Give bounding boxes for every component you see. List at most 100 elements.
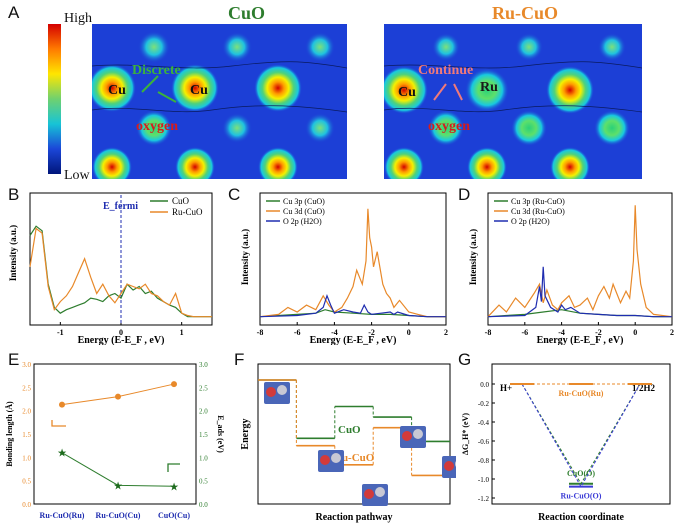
series-line-cu-3d-ru-cuo- bbox=[487, 205, 673, 318]
chart-d: Intensity (a.u.) Energy (E-E_F , eV) -8 -… bbox=[468, 192, 674, 345]
chart-c-ylabel: Intensity (a.u.) bbox=[240, 229, 250, 285]
series-line-eads bbox=[61, 452, 175, 487]
legend-b-cuo-label: CuO bbox=[172, 196, 190, 206]
panel-a-right-title: Ru-CuO bbox=[492, 3, 559, 23]
contour-line bbox=[384, 61, 642, 69]
chart-f-xlabel: Reaction pathway bbox=[316, 512, 393, 523]
chart-f-cuo-label: CuO bbox=[338, 424, 361, 436]
x-tick-label: -8 bbox=[485, 328, 492, 337]
data-point-bonding-length bbox=[115, 393, 121, 400]
y-tick-label: -0.2 bbox=[478, 400, 490, 408]
colorbar bbox=[48, 24, 61, 174]
legend-b-rucuo-label: Ru-CuO bbox=[172, 207, 203, 217]
x-tick-label: 1 bbox=[180, 328, 184, 337]
density-peak bbox=[465, 68, 509, 112]
y-tick-label-left: 1.5 bbox=[22, 431, 31, 439]
density-peak bbox=[254, 64, 302, 112]
y-tick-label-right: 2.0 bbox=[199, 408, 208, 416]
series-line-ru-cuo bbox=[29, 227, 212, 318]
chart-f-frame bbox=[257, 363, 451, 505]
axis-indicator-right bbox=[167, 463, 180, 472]
panel-label-e: E bbox=[8, 350, 20, 369]
chart-b: Intensity (a.u.) Energy (E-E_F , eV) E_f… bbox=[8, 192, 213, 345]
contour-line bbox=[384, 105, 642, 113]
path-cuo-o- bbox=[521, 383, 641, 485]
chart-g-xlabel: Reaction coordinate bbox=[538, 512, 624, 523]
y-tick-label: -1.2 bbox=[478, 495, 490, 503]
series-line-o-2p-h2o- bbox=[487, 266, 672, 318]
density-peak bbox=[384, 147, 424, 179]
x-tick-label: -8 bbox=[257, 328, 264, 337]
chart-c: Intensity (a.u.) Energy (E-E_F , eV) -8 -… bbox=[240, 192, 448, 345]
chart-g: ΔG_H* (eV) Reaction coordinate H+ 1/2H2 … bbox=[461, 363, 671, 523]
charge-density-map-cuo-svg bbox=[92, 31, 347, 179]
density-peak bbox=[222, 113, 252, 143]
density-peak bbox=[92, 64, 136, 112]
chart-e: Bonding length (Å) E_ads (eV) 0.0 0.5 1.0 1… bbox=[5, 361, 225, 520]
y-tick-label-left: 2.5 bbox=[22, 384, 31, 392]
y-tick-label-left: 2.0 bbox=[22, 408, 31, 416]
oxygen-atom bbox=[444, 461, 454, 471]
density-peak bbox=[598, 33, 626, 61]
density-peak bbox=[515, 33, 543, 61]
x-tick-label: -6 bbox=[521, 328, 528, 337]
density-peak bbox=[432, 33, 460, 61]
metal-atom bbox=[277, 385, 287, 395]
y-tick-label: -0.4 bbox=[478, 419, 490, 427]
panel-label-c: C bbox=[228, 185, 241, 204]
y-tick-label-right: 0.5 bbox=[199, 478, 208, 486]
y-tick-label-right: 2.5 bbox=[199, 384, 208, 392]
chart-e-frame bbox=[33, 363, 197, 505]
x-tick-label: -2 bbox=[595, 328, 602, 337]
charge-density-map-rucuo-svg bbox=[384, 33, 642, 179]
density-peak bbox=[594, 110, 630, 146]
charge-density-map-rucuo bbox=[384, 24, 642, 179]
density-peak bbox=[175, 147, 215, 179]
chart-b-ylabel: Intensity (a.u.) bbox=[8, 225, 18, 281]
metal-atom bbox=[413, 429, 423, 439]
atom-label-ru: Ru bbox=[480, 80, 498, 95]
chart-d-frame bbox=[487, 192, 673, 326]
legend-d-cu3p-label: Cu 3p (Ru-CuO) bbox=[511, 197, 565, 206]
data-point-bonding-length bbox=[59, 401, 65, 408]
series-label: Ru-CuO(O) bbox=[561, 492, 602, 501]
y-tick-label-left: 3.0 bbox=[22, 361, 31, 369]
atom-label-oxygen-right: oxygen bbox=[428, 119, 470, 134]
x-tick-label: -4 bbox=[558, 328, 565, 337]
x-tick-label: 2 bbox=[444, 328, 448, 337]
chart-b-xlabel: Energy (E-E_F , eV) bbox=[78, 335, 165, 345]
panel-a-left-title: CuO bbox=[228, 3, 266, 23]
panel-label-d: D bbox=[458, 185, 471, 204]
series-label: Ru-CuO(Ru) bbox=[559, 389, 604, 398]
series-label: CuO(O) bbox=[567, 469, 595, 478]
y-tick-label: 0.0 bbox=[480, 381, 489, 389]
y-tick-label-left: 1.0 bbox=[22, 454, 31, 462]
category-label: CuO(Cu) bbox=[158, 511, 190, 520]
annotation-continue: Continue bbox=[418, 63, 474, 78]
density-peak bbox=[550, 147, 590, 179]
density-peak bbox=[511, 110, 547, 146]
panel-label-f: F bbox=[234, 350, 245, 369]
colorbar-high-label: High bbox=[64, 11, 92, 26]
x-tick-label: -4 bbox=[331, 328, 338, 337]
chart-g-frame bbox=[491, 363, 671, 505]
metal-atom bbox=[331, 453, 341, 463]
density-peak bbox=[305, 113, 335, 143]
density-peak bbox=[546, 66, 594, 114]
chart-f-ylabel: Energy bbox=[240, 418, 251, 449]
chart-c-frame bbox=[259, 192, 447, 326]
arrow-discrete bbox=[141, 75, 177, 103]
oxygen-atom bbox=[364, 489, 374, 499]
y-tick-label-right: 1.0 bbox=[199, 454, 208, 462]
chart-d-ylabel: Intensity (a.u.) bbox=[468, 229, 478, 285]
density-peak bbox=[171, 64, 219, 112]
x-tick-label: 0 bbox=[119, 328, 123, 337]
atom-label-oxygen-left: oxygen bbox=[136, 119, 178, 134]
annotation-discrete: Discrete bbox=[132, 63, 181, 78]
data-point-bonding-length bbox=[171, 381, 177, 388]
data-point-eads: ★ bbox=[113, 480, 123, 492]
density-peak bbox=[222, 32, 252, 62]
colorbar-low-label: Low bbox=[64, 168, 90, 183]
series-line-o-2p-h2o- bbox=[259, 294, 446, 318]
atom-label-cu-2: Cu bbox=[190, 83, 208, 98]
